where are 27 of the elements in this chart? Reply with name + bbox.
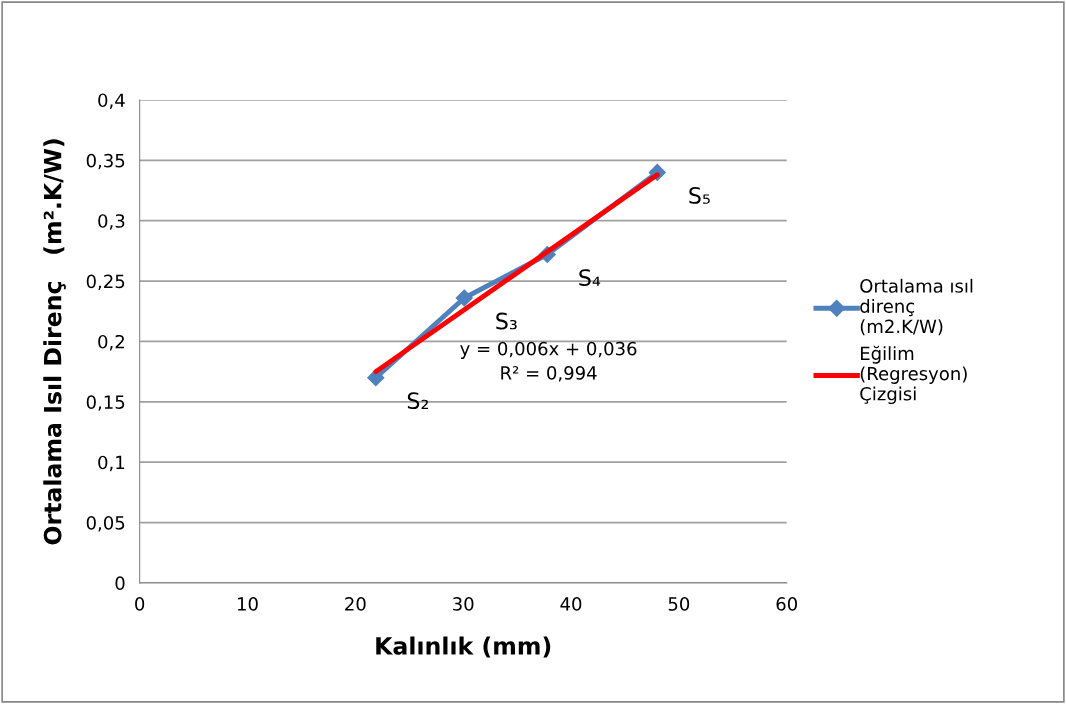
x-tick-label: 40 xyxy=(560,597,582,611)
point xyxy=(455,289,473,307)
annotation: S₂ xyxy=(407,392,428,410)
x-tick-label: 10 xyxy=(237,597,258,611)
y-tick-label: 0,3 xyxy=(98,214,125,230)
y-tick-label: 0,15 xyxy=(86,395,125,411)
x-axis-title: Kalınlık (mm) xyxy=(376,636,551,658)
point xyxy=(367,369,385,387)
x-tick-label: 0 xyxy=(135,597,145,611)
legend-label: Eğilim (Regresyon) Çizgisi xyxy=(860,345,967,405)
y-tick-label: 0,2 xyxy=(98,334,124,351)
y-tick-label: 0,4 xyxy=(98,93,125,109)
y-tick-label: 0 xyxy=(115,576,125,591)
legend-label: Ortalama ısıl direnç (m2.K/W) xyxy=(860,278,973,336)
y-axis-title: Ortalama Isıl Direnç (m².K/W) xyxy=(43,139,66,545)
x-tick-label: 50 xyxy=(668,597,690,611)
x-tick-label: 20 xyxy=(345,597,366,611)
y-tick-label: 0,25 xyxy=(86,274,125,291)
y-tick-label: 0,1 xyxy=(98,455,125,472)
x-tick-label: 30 xyxy=(453,597,474,611)
x-tick-label: 60 xyxy=(776,597,797,611)
annotation: S₅ xyxy=(689,187,710,204)
y-tick-label: 0,35 xyxy=(86,153,125,170)
y-tick-label: 0,05 xyxy=(86,516,125,532)
annotation: S₄ xyxy=(579,269,601,286)
annotation: y = 0,006x + 0,036 R² = 0,994 xyxy=(460,341,637,382)
annotation: S₃ xyxy=(496,312,517,330)
